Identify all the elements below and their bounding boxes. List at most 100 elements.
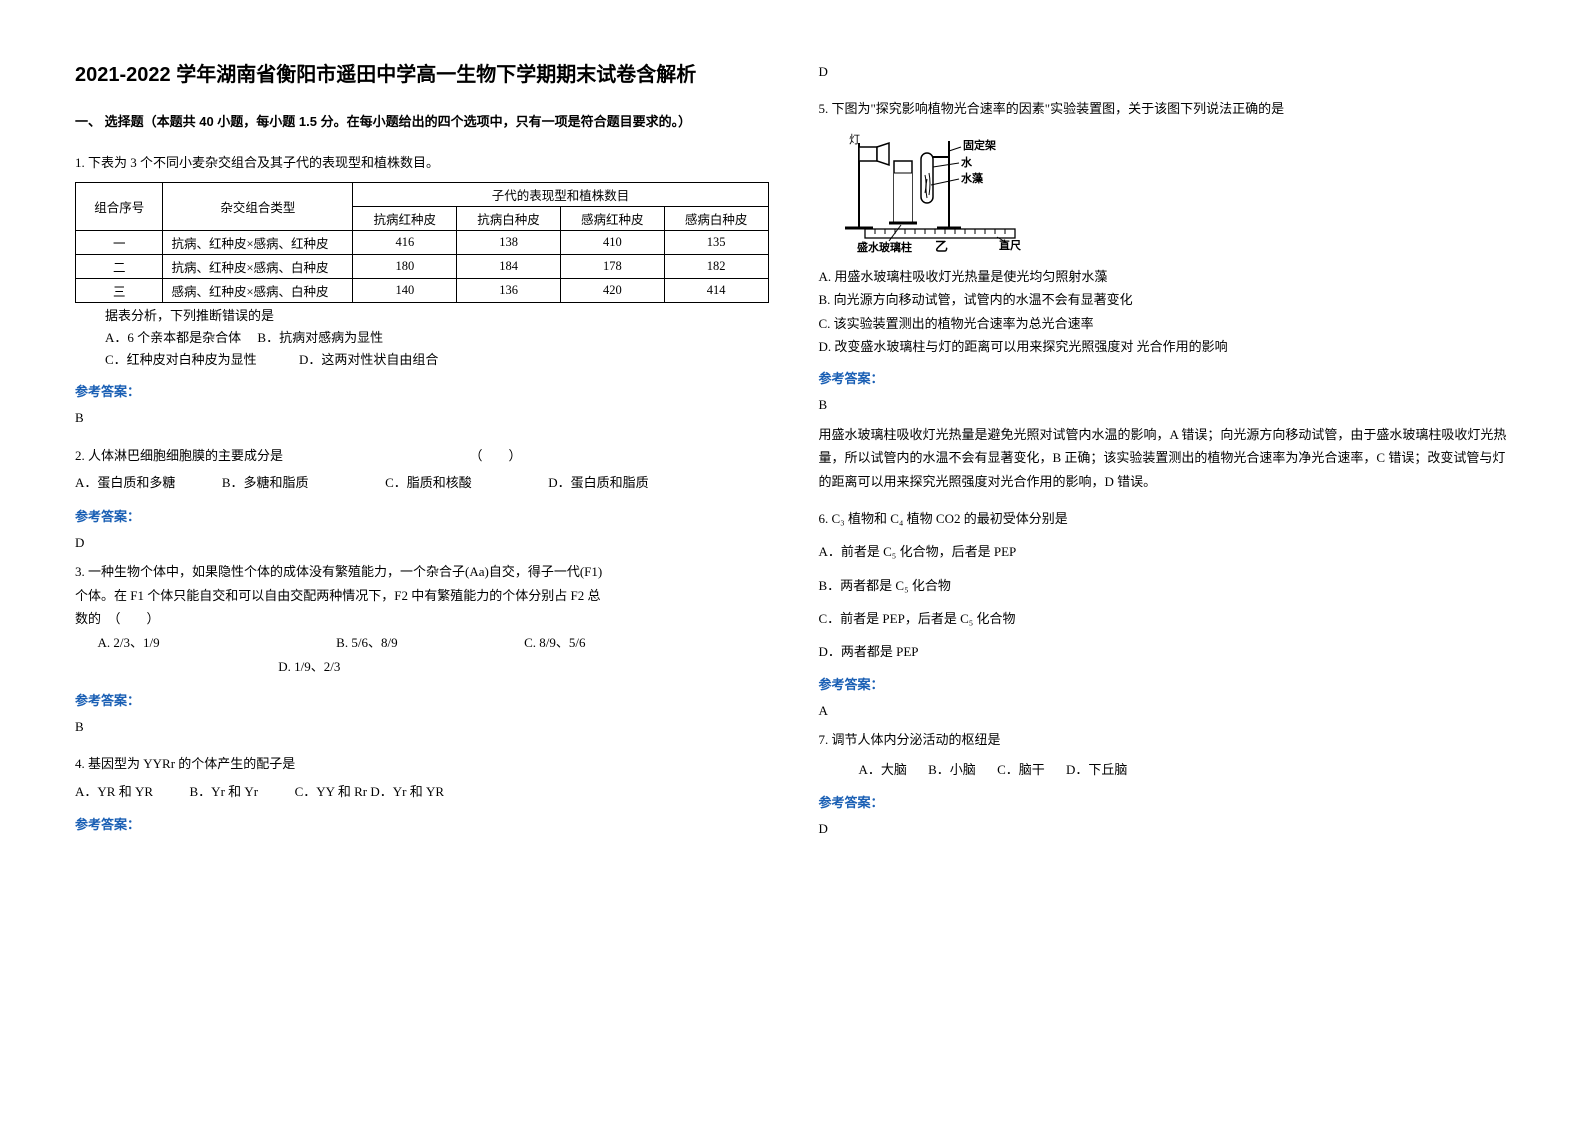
opt-b: B．小脑 — [928, 758, 976, 783]
table-row: 一 抗病、红种皮×感病、红种皮 416 138 410 135 — [76, 231, 769, 255]
opt-c: C．脑干 — [997, 758, 1045, 783]
opt-a: A．大脑 — [859, 758, 907, 783]
table-row: 组合序号 杂交组合类型 子代的表现型和植株数目 — [76, 183, 769, 207]
q3-stem1: 3. 一种生物个体中，如果隐性个体的成体没有繁殖能力，一个杂合子(Aa)自交，得… — [75, 560, 769, 583]
experiment-diagram-icon: 灯 固定架 水 水藻 — [829, 133, 1049, 253]
q1-post: 据表分析，下列推断错误的是 — [105, 305, 769, 327]
td: 140 — [353, 279, 457, 303]
td: 414 — [664, 279, 768, 303]
q4-answer: D — [819, 60, 1513, 83]
q5-stem: 5. 下图为"探究影响植物光合速率的因素"实验装置图，关于该图下列说法正确的是 — [819, 97, 1513, 120]
q5-opt-b: B. 向光源方向移动试管，试管内的水温不会有显著变化 — [819, 288, 1513, 311]
q4-opts: A．YR 和 YR B．Yr 和 Yr C．YY 和 Rr D．Yr 和 YR — [75, 780, 769, 805]
q5-opt-d: D. 改变盛水玻璃柱与灯的距离可以用来探究光照强度对 光合作用的影响 — [819, 335, 1513, 358]
td: 抗病、红种皮×感病、白种皮 — [163, 255, 353, 279]
q6-stem: 6. C₃ 植物和 C₄ 植物 CO2 的最初受体分别是 — [819, 507, 1513, 530]
th-col: 感病白种皮 — [664, 207, 768, 231]
td: 180 — [353, 255, 457, 279]
opt-b: B．Yr 和 Yr — [190, 784, 259, 799]
q5-opt-c: C. 该实验装置测出的植物光合速率为总光合速率 — [819, 312, 1513, 335]
td: 416 — [353, 231, 457, 255]
left-column: 2021-2022 学年湖南省衡阳市遥田中学高一生物下学期期末试卷含解析 一、 … — [50, 60, 794, 1082]
opt-a: A．YR 和 YR — [75, 784, 153, 799]
th-col: 抗病白种皮 — [457, 207, 561, 231]
q5-diagram: 灯 固定架 水 水藻 — [829, 133, 1513, 257]
q2-stem: 2. 人体淋巴细胞细胞膜的主要成分是 （ ） — [75, 444, 769, 467]
q3-stem2: 个体。在 F1 个体只能自交和可以自由交配两种情况下，F2 中有繁殖能力的个体分… — [75, 584, 769, 607]
q3-stem3: 数的 （ ） — [75, 607, 769, 630]
q3-opts2: D. 1/9、2/3 — [75, 655, 769, 680]
opt-d: D．Yr 和 YR — [370, 784, 444, 799]
q5-explain: 用盛水玻璃柱吸收灯光热量是避免光照对试管内水温的影响，A 错误；向光源方向移动试… — [819, 423, 1513, 493]
th-sub: 子代的表现型和植株数目 — [353, 183, 768, 207]
td: 136 — [457, 279, 561, 303]
table-row: 二 抗病、红种皮×感病、白种皮 180 184 178 182 — [76, 255, 769, 279]
opt-b: B. 5/6、8/9 — [336, 635, 397, 650]
td: 178 — [560, 255, 664, 279]
opt-b: B．抗病对感病为显性 — [257, 330, 383, 345]
q6-opt-d: D．两者都是 PEP — [819, 640, 1513, 663]
th-type: 杂交组合类型 — [163, 183, 353, 231]
td: 184 — [457, 255, 561, 279]
td: 420 — [560, 279, 664, 303]
td: 410 — [560, 231, 664, 255]
q1-answer: B — [75, 406, 769, 429]
q1-stem: 1. 下表为 3 个不同小麦杂交组合及其子代的表现型和植株数目。 — [75, 151, 769, 174]
q3-opts1: A. 2/3、1/9 B. 5/6、8/9 C. 8/9、5/6 — [75, 631, 769, 656]
opt-c: C．YY 和 Rr — [295, 784, 367, 799]
right-column: D 5. 下图为"探究影响植物光合速率的因素"实验装置图，关于该图下列说法正确的… — [794, 60, 1538, 1082]
opt-d: D．这两对性状自由组合 — [299, 352, 438, 367]
q7-opts: A．大脑 B．小脑 C．脑干 D．下丘脑 — [859, 758, 1513, 783]
answer-label: 参考答案： — [75, 690, 769, 709]
table-row: 三 感病、红种皮×感病、白种皮 140 136 420 414 — [76, 279, 769, 303]
lamp-label: 灯 — [849, 133, 860, 146]
q1-table: 组合序号 杂交组合类型 子代的表现型和植株数目 抗病红种皮 抗病白种皮 感病红种… — [75, 182, 769, 303]
q6-opt-a: A．前者是 C₅ 化合物，后者是 PEP — [819, 540, 1513, 563]
q6-opt-c: C．前者是 PEP，后者是 C₅ 化合物 — [819, 607, 1513, 630]
algae-label: 水藻 — [961, 171, 984, 185]
td: 三 — [76, 279, 163, 303]
opt-a: A．6 个亲本都是杂合体 — [105, 330, 241, 345]
th-col: 抗病红种皮 — [353, 207, 457, 231]
answer-label: 参考答案： — [819, 674, 1513, 693]
q2-blank: （ ） — [470, 448, 522, 463]
td: 182 — [664, 255, 768, 279]
th-group: 组合序号 — [76, 183, 163, 231]
q6-opt-b: B．两者都是 C₅ 化合物 — [819, 574, 1513, 597]
z-label: 乙 — [935, 239, 948, 253]
exam-title: 2021-2022 学年湖南省衡阳市遥田中学高一生物下学期期末试卷含解析 — [75, 60, 769, 90]
q1-opts2: C．红种皮对白种皮为显性 D．这两对性状自由组合 — [105, 349, 769, 371]
q5-answer: B — [819, 393, 1513, 416]
answer-label: 参考答案： — [75, 506, 769, 525]
q5-opt-a: A. 用盛水玻璃柱吸收灯光热量是使光均匀照射水藻 — [819, 265, 1513, 288]
opt-c: C．红种皮对白种皮为显性 — [105, 352, 257, 367]
td: 一 — [76, 231, 163, 255]
clamp-label: 固定架 — [963, 138, 996, 152]
opt-a: A. 2/3、1/9 — [98, 635, 160, 650]
opt-a: A．蛋白质和多糖 — [75, 475, 175, 490]
td: 抗病、红种皮×感病、红种皮 — [163, 231, 353, 255]
q3-answer: B — [75, 715, 769, 738]
q6-answer: A — [819, 699, 1513, 722]
answer-label: 参考答案： — [75, 381, 769, 400]
th-col: 感病红种皮 — [560, 207, 664, 231]
q1-opts: A．6 个亲本都是杂合体 B．抗病对感病为显性 — [105, 327, 769, 349]
opt-d: D．下丘脑 — [1066, 758, 1127, 783]
opt-c: C．脂质和核酸 — [385, 475, 472, 490]
water-label: 水 — [961, 155, 973, 169]
q2-opts: A．蛋白质和多糖 B．多糖和脂质 C．脂质和核酸 D．蛋白质和脂质 — [75, 471, 769, 496]
opt-d: D. 1/9、2/3 — [278, 659, 340, 674]
td: 138 — [457, 231, 561, 255]
opt-d: D．蛋白质和脂质 — [548, 475, 648, 490]
column-label: 盛水玻璃柱 — [857, 240, 912, 253]
answer-label: 参考答案： — [819, 792, 1513, 811]
q7-stem: 7. 调节人体内分泌活动的枢纽是 — [819, 728, 1513, 751]
td: 135 — [664, 231, 768, 255]
opt-b: B．多糖和脂质 — [222, 475, 309, 490]
answer-label: 参考答案： — [75, 814, 769, 833]
q2-answer: D — [75, 531, 769, 554]
td: 感病、红种皮×感病、白种皮 — [163, 279, 353, 303]
q2-stem-text: 2. 人体淋巴细胞细胞膜的主要成分是 — [75, 448, 283, 463]
td: 二 — [76, 255, 163, 279]
opt-c: C. 8/9、5/6 — [524, 635, 585, 650]
